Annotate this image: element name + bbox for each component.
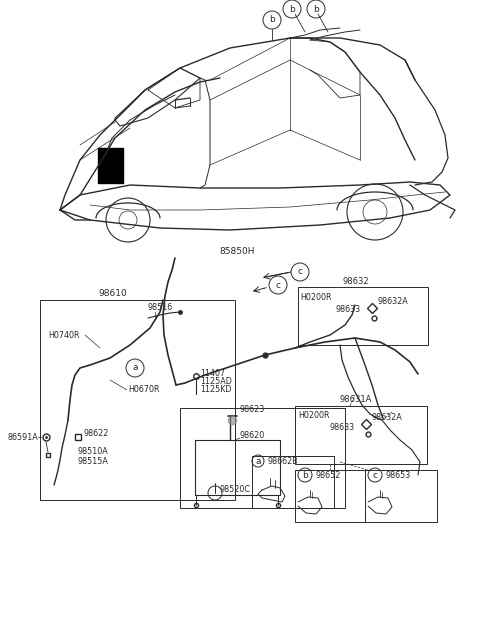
Text: 98516: 98516 [148,303,173,312]
Text: b: b [289,4,295,13]
Text: b: b [302,471,308,479]
Bar [295,406,427,464]
Text: H0670R: H0670R [128,386,159,394]
Text: 1125KD: 1125KD [200,386,231,394]
Text: 98623: 98623 [240,406,265,415]
Text: 98633: 98633 [335,304,360,314]
Bar [180,408,345,508]
Text: c: c [372,471,377,479]
Text: 98631A: 98631A [340,396,372,404]
Text: 98510A: 98510A [78,447,109,457]
Text: 98632: 98632 [343,277,369,287]
Text: 1125AD: 1125AD [200,377,232,386]
Bar [365,470,437,522]
Text: b: b [269,16,275,25]
Text: a: a [255,457,261,466]
Bar [98,148,123,183]
Text: 86591A: 86591A [8,433,39,442]
Text: b: b [313,4,319,13]
Text: 98515A: 98515A [78,457,109,466]
Bar [298,287,428,345]
Text: H0200R: H0200R [298,411,329,420]
Text: 11407: 11407 [200,370,225,379]
Text: H0740R: H0740R [48,331,80,340]
Text: a: a [132,364,138,372]
Text: 98520C: 98520C [220,486,251,495]
Text: 98622: 98622 [84,428,109,437]
Text: 98620: 98620 [240,430,265,440]
Bar [252,456,334,508]
Text: 98610: 98610 [98,289,127,297]
Text: 98632A: 98632A [372,413,403,423]
Bar [295,470,365,522]
Bar [195,440,280,495]
Text: c: c [276,280,280,290]
Text: H0200R: H0200R [300,292,332,302]
Text: 98653: 98653 [385,471,410,479]
Text: 85850H: 85850H [219,248,255,256]
Text: c: c [298,268,302,277]
Text: 98662B: 98662B [267,457,298,466]
Text: 98632A: 98632A [378,297,409,307]
Text: 98652: 98652 [315,471,340,479]
Text: 98633: 98633 [330,423,355,432]
Bar [40,300,235,500]
